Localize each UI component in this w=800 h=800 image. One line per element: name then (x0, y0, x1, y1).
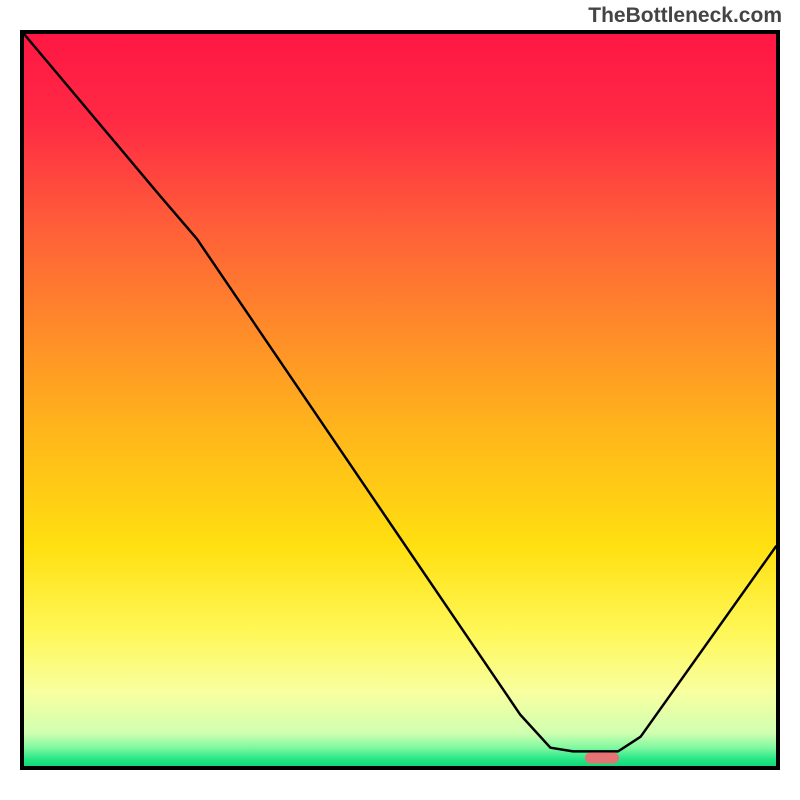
bottleneck-curve (24, 34, 776, 766)
watermark-text: TheBottleneck.com (588, 4, 782, 28)
chart-plot-area (20, 30, 780, 770)
optimal-marker (585, 752, 619, 763)
